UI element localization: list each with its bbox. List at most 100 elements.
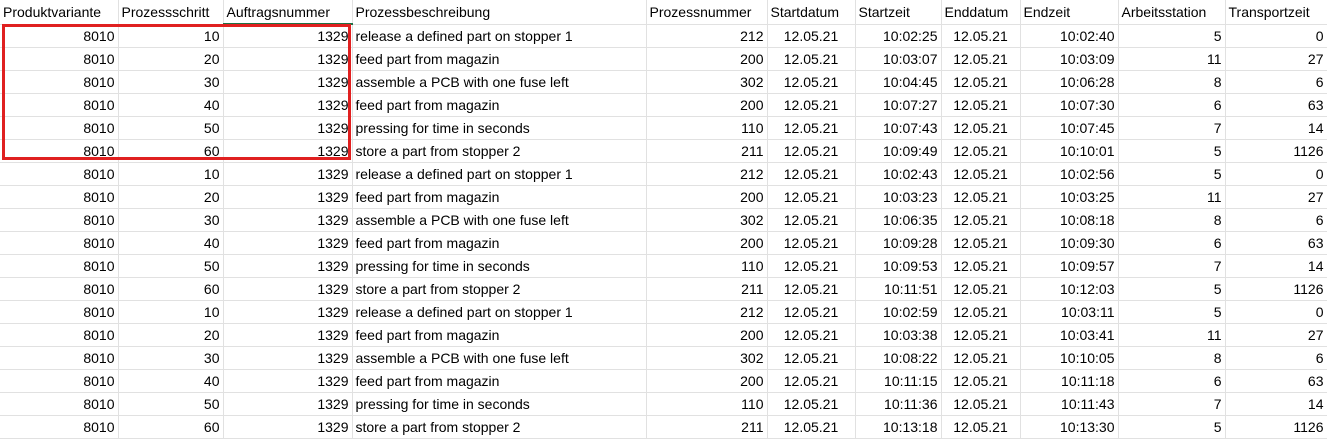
table-cell[interactable]: 8010 [0, 24, 119, 48]
table-cell[interactable]: 10:08:18 [1020, 208, 1119, 232]
table-cell[interactable]: 1329 [223, 93, 353, 117]
table-cell[interactable]: 27 [1225, 47, 1327, 71]
table-cell[interactable]: 8010 [0, 254, 119, 278]
table-cell[interactable]: 10:06:28 [1020, 70, 1119, 94]
table-cell[interactable]: 20 [118, 323, 224, 347]
table-cell[interactable]: 10:02:40 [1020, 24, 1119, 48]
table-cell[interactable]: 10:03:38 [855, 323, 942, 347]
table-cell[interactable]: release a defined part on stopper 1 [352, 162, 647, 186]
table-cell[interactable]: 50 [118, 254, 224, 278]
table-cell[interactable]: 40 [118, 369, 224, 393]
table-cell[interactable]: assemble a PCB with one fuse left [352, 208, 647, 232]
table-cell[interactable]: 12.05.21 [941, 208, 1021, 232]
table-cell[interactable]: 5 [1118, 277, 1226, 301]
table-cell[interactable]: feed part from magazin [352, 47, 647, 71]
table-cell[interactable]: 10:07:43 [855, 116, 942, 140]
table-cell[interactable]: 12.05.21 [941, 139, 1021, 163]
table-cell[interactable]: 40 [118, 231, 224, 255]
column-header[interactable]: Transportzeit [1225, 0, 1327, 25]
table-cell[interactable]: pressing for time in seconds [352, 116, 647, 140]
table-cell[interactable]: 10:09:53 [855, 254, 942, 278]
table-cell[interactable]: 10:06:35 [855, 208, 942, 232]
table-cell[interactable]: 12.05.21 [941, 162, 1021, 186]
table-cell[interactable]: 40 [118, 93, 224, 117]
table-cell[interactable]: 10:03:09 [1020, 47, 1119, 71]
table-cell[interactable]: 12.05.21 [767, 392, 856, 416]
table-cell[interactable]: 10:07:30 [1020, 93, 1119, 117]
table-cell[interactable]: 10:09:30 [1020, 231, 1119, 255]
table-cell[interactable]: 10:02:43 [855, 162, 942, 186]
table-cell[interactable]: 12.05.21 [767, 300, 856, 324]
table-cell[interactable]: pressing for time in seconds [352, 392, 647, 416]
table-cell[interactable]: 12.05.21 [767, 208, 856, 232]
table-cell[interactable]: 10:13:30 [1020, 415, 1119, 439]
table-cell[interactable]: 12.05.21 [941, 300, 1021, 324]
table-cell[interactable]: 10:11:18 [1020, 369, 1119, 393]
table-cell[interactable]: 0 [1225, 24, 1327, 48]
table-cell[interactable]: 212 [646, 162, 768, 186]
table-cell[interactable]: 60 [118, 415, 224, 439]
table-cell[interactable]: 5 [1118, 162, 1226, 186]
table-cell[interactable]: 20 [118, 185, 224, 209]
table-cell[interactable]: release a defined part on stopper 1 [352, 24, 647, 48]
table-cell[interactable]: 12.05.21 [767, 116, 856, 140]
table-cell[interactable]: 10:03:41 [1020, 323, 1119, 347]
table-cell[interactable]: 7 [1118, 116, 1226, 140]
table-cell[interactable]: 12.05.21 [941, 70, 1021, 94]
table-cell[interactable]: 14 [1225, 116, 1327, 140]
table-cell[interactable]: 5 [1118, 415, 1226, 439]
table-cell[interactable]: 8 [1118, 70, 1226, 94]
table-cell[interactable]: 1329 [223, 346, 353, 370]
table-cell[interactable]: 12.05.21 [767, 254, 856, 278]
table-cell[interactable]: 211 [646, 277, 768, 301]
table-cell[interactable]: 10:11:15 [855, 369, 942, 393]
table-cell[interactable]: 12.05.21 [941, 231, 1021, 255]
table-cell[interactable]: 7 [1118, 392, 1226, 416]
table-cell[interactable]: 8010 [0, 415, 119, 439]
table-cell[interactable]: 1329 [223, 415, 353, 439]
table-cell[interactable]: 27 [1225, 185, 1327, 209]
table-cell[interactable]: 12.05.21 [941, 254, 1021, 278]
table-cell[interactable]: feed part from magazin [352, 185, 647, 209]
table-cell[interactable]: 10:03:25 [1020, 185, 1119, 209]
table-cell[interactable]: 60 [118, 277, 224, 301]
table-cell[interactable]: 10:02:56 [1020, 162, 1119, 186]
table-cell[interactable]: store a part from stopper 2 [352, 415, 647, 439]
table-cell[interactable]: 10:09:49 [855, 139, 942, 163]
table-cell[interactable]: 12.05.21 [941, 185, 1021, 209]
table-cell[interactable]: 7 [1118, 254, 1226, 278]
table-cell[interactable]: 10 [118, 24, 224, 48]
column-header[interactable]: Endzeit [1020, 0, 1119, 25]
column-header[interactable]: Produktvariante [0, 0, 119, 25]
table-cell[interactable]: 1329 [223, 300, 353, 324]
table-cell[interactable]: pressing for time in seconds [352, 254, 647, 278]
table-cell[interactable]: 10:10:05 [1020, 346, 1119, 370]
table-cell[interactable]: 8010 [0, 47, 119, 71]
table-cell[interactable]: 10:02:25 [855, 24, 942, 48]
table-cell[interactable]: 8010 [0, 346, 119, 370]
table-cell[interactable]: 8010 [0, 369, 119, 393]
table-cell[interactable]: 200 [646, 231, 768, 255]
table-cell[interactable]: 1329 [223, 323, 353, 347]
table-cell[interactable]: 8 [1118, 346, 1226, 370]
table-cell[interactable]: 12.05.21 [941, 346, 1021, 370]
table-cell[interactable]: 12.05.21 [767, 369, 856, 393]
table-cell[interactable]: 200 [646, 369, 768, 393]
table-cell[interactable]: store a part from stopper 2 [352, 139, 647, 163]
table-cell[interactable]: 12.05.21 [941, 93, 1021, 117]
table-cell[interactable]: 12.05.21 [767, 47, 856, 71]
table-cell[interactable]: 8 [1118, 208, 1226, 232]
table-cell[interactable]: 10:13:18 [855, 415, 942, 439]
table-cell[interactable]: 10:12:03 [1020, 277, 1119, 301]
table-cell[interactable]: assemble a PCB with one fuse left [352, 346, 647, 370]
table-cell[interactable]: 12.05.21 [767, 346, 856, 370]
table-cell[interactable]: 6 [1225, 346, 1327, 370]
table-cell[interactable]: 1126 [1225, 139, 1327, 163]
table-cell[interactable]: 110 [646, 254, 768, 278]
column-header[interactable]: Startzeit [855, 0, 942, 25]
table-cell[interactable]: 302 [646, 70, 768, 94]
table-cell[interactable]: 63 [1225, 93, 1327, 117]
table-cell[interactable]: 10:08:22 [855, 346, 942, 370]
table-cell[interactable]: 211 [646, 139, 768, 163]
